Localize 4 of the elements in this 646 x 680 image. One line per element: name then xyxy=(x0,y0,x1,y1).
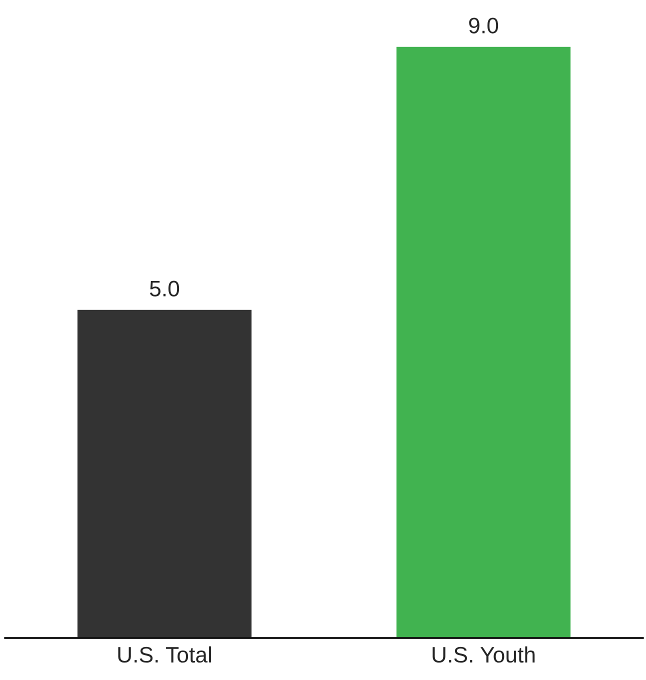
x-tick-label: U.S. Youth xyxy=(432,646,535,663)
x-tick-label: U.S. Total xyxy=(118,646,211,663)
data-label: 9.0 xyxy=(469,18,498,34)
data-label: 5.0 xyxy=(150,280,180,296)
